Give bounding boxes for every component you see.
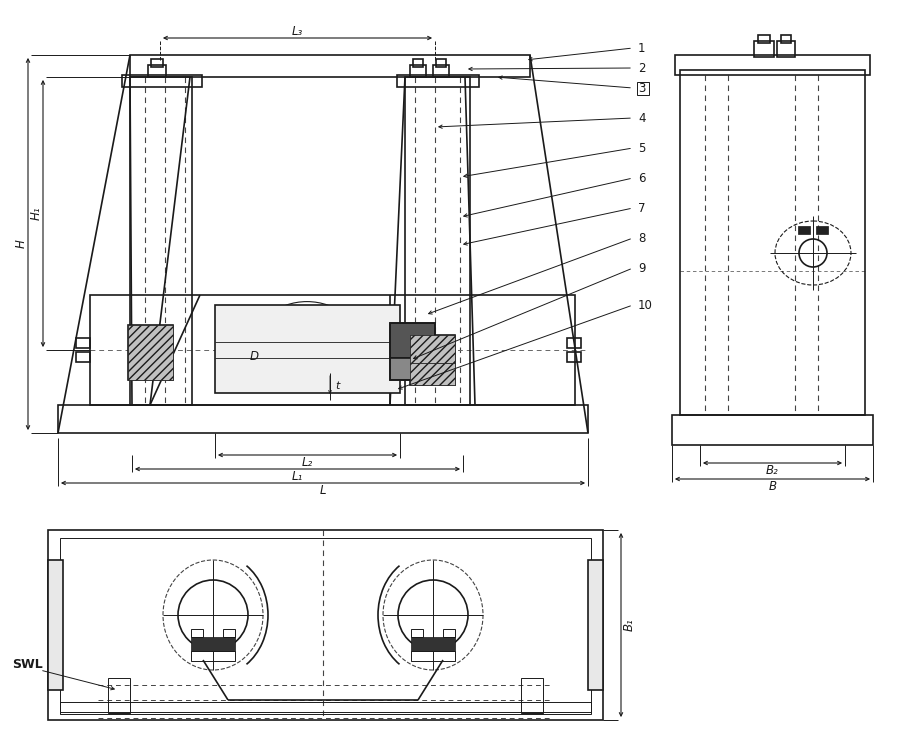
Bar (58, 405, 588, 433)
Bar (148, 65, 166, 77)
Bar (130, 77, 192, 405)
Bar (680, 70, 865, 415)
Bar (128, 325, 173, 380)
Bar (637, 82, 649, 95)
Bar (433, 65, 449, 77)
Bar (777, 41, 795, 57)
Bar (130, 55, 530, 77)
Bar (675, 55, 870, 75)
Bar (397, 75, 479, 87)
Bar (48, 560, 63, 690)
Bar (816, 226, 828, 234)
Bar (410, 363, 455, 385)
Bar (128, 325, 173, 380)
Bar (151, 59, 163, 67)
Bar (390, 323, 435, 380)
Bar (191, 629, 203, 637)
Text: B: B (768, 480, 777, 492)
Text: B₁: B₁ (622, 619, 635, 631)
Text: SWL: SWL (12, 659, 43, 672)
Bar (410, 335, 455, 363)
Bar (108, 678, 130, 713)
Text: L₂: L₂ (302, 456, 313, 468)
Bar (672, 415, 873, 445)
Bar (60, 538, 591, 712)
Bar (798, 226, 810, 234)
Bar (410, 335, 455, 363)
Bar (521, 678, 543, 713)
Bar (122, 75, 202, 87)
Text: t: t (335, 381, 340, 391)
Text: 8: 8 (638, 231, 645, 245)
Bar (758, 35, 770, 43)
Bar (390, 323, 435, 358)
Bar (410, 65, 426, 77)
Text: 4: 4 (638, 111, 645, 124)
Text: 7: 7 (638, 202, 645, 215)
Bar (567, 352, 581, 362)
Text: 1: 1 (638, 41, 645, 54)
Bar (411, 637, 455, 651)
Bar (567, 338, 581, 348)
Text: L₃: L₃ (292, 25, 303, 38)
Text: 9: 9 (638, 261, 645, 275)
Bar (76, 338, 90, 348)
Text: H: H (15, 239, 28, 248)
Bar (215, 305, 400, 393)
Bar (90, 295, 575, 405)
Bar (588, 560, 603, 690)
Bar (436, 59, 446, 67)
Text: 5: 5 (638, 142, 645, 154)
Bar (390, 358, 435, 380)
Bar (411, 651, 455, 661)
Text: B₂: B₂ (767, 464, 778, 477)
Bar (413, 59, 423, 67)
Bar (781, 35, 791, 43)
Text: D: D (250, 350, 259, 363)
Bar (191, 651, 235, 661)
Text: H₁: H₁ (29, 206, 42, 221)
Text: 6: 6 (638, 172, 645, 184)
Bar (405, 77, 470, 405)
Bar (223, 629, 235, 637)
Text: 10: 10 (638, 298, 653, 312)
Text: L₁: L₁ (292, 470, 303, 483)
Text: 2: 2 (638, 62, 645, 75)
Bar (76, 352, 90, 362)
Bar (411, 629, 423, 637)
Text: 3: 3 (638, 81, 645, 94)
Bar (48, 530, 603, 720)
Bar (754, 41, 774, 57)
Bar (191, 637, 235, 651)
Bar (60, 702, 591, 714)
Text: L: L (319, 483, 326, 496)
Bar (443, 629, 455, 637)
Bar (410, 363, 455, 385)
